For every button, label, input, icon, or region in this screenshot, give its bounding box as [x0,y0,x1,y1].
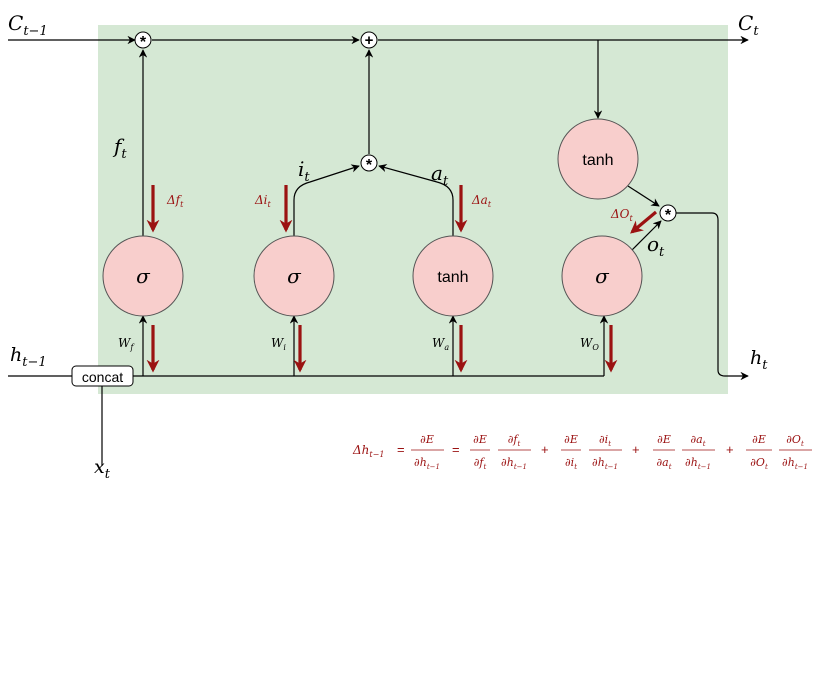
eq-plus: + [541,442,549,457]
node-sigma-forget: σ [102,235,184,317]
frac-num: ∂E [420,433,434,446]
frac-den: ∂ht−1 [592,456,618,471]
label-o-t: ot [647,232,665,260]
outgate-to-outmult-line [630,220,662,252]
op-forget-mult: * [134,31,152,51]
node-sigma-input: σ [253,235,335,317]
eq-term-2: ∂E ∂it ∂it ∂ht−1 [561,433,622,471]
frac-num: ∂E [473,433,487,446]
label-h-t: ht [750,347,768,373]
eq-equals: = [397,442,405,457]
gradient-equation: Δht−1 = ∂E ∂ht−1 = ∂E ∂ft ∂ft ∂ht−1 + ∂E… [352,433,812,471]
frac-den: ∂ft [474,456,487,471]
frac-num: ∂Ot [786,433,804,448]
cell-background [98,25,728,394]
frac-num: ∂ft [508,433,521,448]
eq-total-fraction: ∂E ∂ht−1 [411,433,444,471]
op-symbol: * [140,34,147,51]
label-delta-a: Δat [471,193,492,209]
label-c-t: Ct [738,11,759,39]
frac-num: ∂E [564,433,578,446]
label-delta-i: Δit [254,193,272,209]
label-delta-f: Δft [166,193,184,209]
op-add: + [360,31,378,49]
input-to-mult-line [293,164,360,236]
frac-den: ∂Ot [750,456,768,471]
label-w-a: Wa [432,336,449,352]
node-label: σ [136,264,151,288]
concat-label: concat [82,369,123,385]
op-symbol: + [365,32,374,49]
node-label: σ [287,264,302,288]
node-tanh-candidate: tanh [412,235,494,317]
label-delta-o: ΔOt [610,207,634,223]
frac-den: ∂ht−1 [414,456,440,471]
gradient-arrows [146,185,658,373]
node-sigma-output: σ [561,235,643,317]
frac-num: ∂E [657,433,671,446]
eq-term-4: ∂E ∂Ot ∂Ot ∂ht−1 [746,433,812,471]
grad-arrow-output-top [630,210,658,234]
frac-den: ∂it [565,456,577,471]
frac-den: ∂ht−1 [782,456,808,471]
label-w-i: Wi [271,336,286,352]
frac-num: ∂it [599,433,611,448]
label-w-o: WO [580,336,599,352]
node-label: tanh [582,152,613,169]
node-label: tanh [437,269,468,286]
eq-term-3: ∂E ∂at ∂at ∂ht−1 [653,433,715,471]
label-c-prev: Ct−1 [8,11,48,39]
eq-plus: + [726,442,734,457]
label-w-f: Wf [118,336,135,352]
concat-box: concat [71,365,134,387]
tanh-to-outmult-line [627,185,660,207]
op-symbol: * [665,207,672,224]
label-i-t: it [298,157,310,185]
eq-term-1: ∂E ∂ft ∂ft ∂ht−1 [470,433,531,471]
frac-den: ∂ht−1 [501,456,527,471]
eq-equals: = [452,442,460,457]
outmult-to-ht-line [676,212,749,381]
op-input-mult: * [360,154,378,174]
frac-num: ∂E [752,433,766,446]
frac-den: ∂at [656,456,671,471]
label-a-t: at [431,161,449,189]
eq-lhs: Δht−1 [352,443,384,459]
op-symbol: * [366,157,373,174]
connectors [8,35,749,466]
frac-num: ∂at [690,433,705,448]
label-x-t: xt [94,456,111,482]
candidate-to-mult-line [378,163,454,236]
label-h-prev: ht−1 [10,344,47,370]
frac-den: ∂ht−1 [685,456,711,471]
op-output-mult: * [659,204,677,224]
node-tanh-cell: tanh [557,118,639,200]
eq-plus: + [632,442,640,457]
node-label: σ [595,264,610,288]
